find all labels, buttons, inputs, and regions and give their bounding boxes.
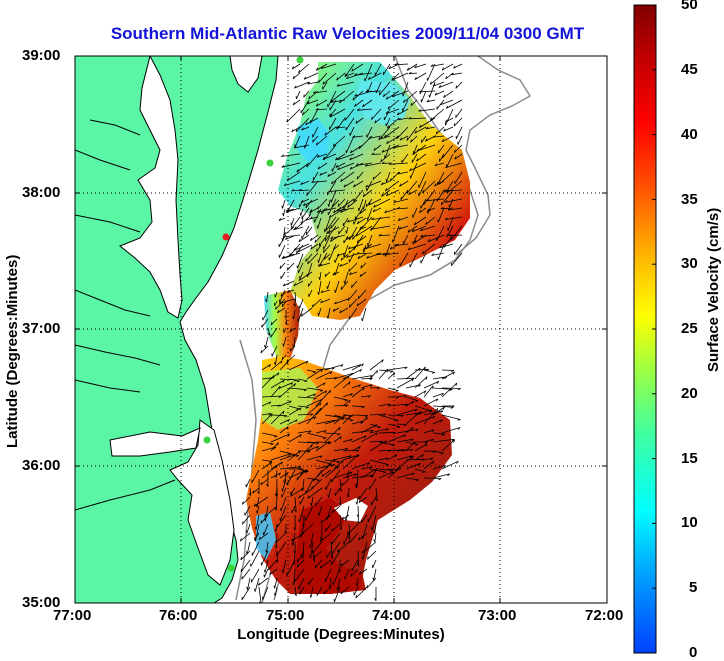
station-marker [223, 234, 230, 241]
velocity-arrow-head [291, 223, 292, 226]
station-marker [228, 565, 235, 572]
velocity-arrow-head [437, 106, 438, 109]
velocity-arrow-head [341, 287, 342, 290]
velocity-arrow-head [314, 478, 315, 481]
velocity-arrow-head [339, 231, 340, 234]
colorbar-tick-label: 15 [681, 451, 698, 467]
x-tick-label: 73:00 [478, 608, 516, 624]
x-tick-label: 77:00 [53, 608, 91, 624]
velocity-arrow-head [441, 202, 442, 205]
colorbar-tick-label: 10 [681, 515, 698, 531]
station-marker [297, 57, 304, 64]
velocity-arrow-head [448, 228, 449, 231]
y-tick-label: 39:00 [22, 48, 60, 64]
y-axis-label: Latitude (Degrees:Minutes) [4, 255, 21, 448]
velocity-arrow [388, 469, 398, 470]
colorbar-tick-label: 25 [681, 321, 698, 337]
velocity-arrow-head [331, 225, 332, 228]
y-tick-label: 36:00 [22, 458, 60, 474]
velocity-arrow-head [316, 503, 317, 506]
velocity-arrow [370, 388, 380, 389]
velocity-arrow [349, 488, 350, 497]
velocity-arrow-head [318, 313, 319, 316]
colorbar-tick-label: 30 [681, 256, 698, 272]
velocity-arrow-head [282, 357, 283, 360]
velocity-arrow-head [281, 508, 282, 511]
x-axis-label: Longitude (Degrees:Minutes) [75, 626, 607, 643]
velocity-arrow-head [358, 208, 359, 211]
velocity-arrow-head [361, 520, 362, 523]
velocity-arrow-head [357, 176, 358, 179]
velocity-arrow [388, 415, 404, 416]
velocity-arrow-head [246, 530, 247, 533]
velocity-arrow-head [318, 513, 319, 516]
velocity-arrow-head [298, 319, 299, 322]
y-tick-label: 37:00 [22, 321, 60, 337]
colorbar-tick-label: 20 [681, 386, 698, 402]
velocity-arrow [442, 370, 454, 371]
velocity-arrow-head [344, 254, 345, 257]
velocity-arrow [424, 478, 441, 479]
velocity-arrow-head [403, 93, 404, 96]
velocity-arrow-head [304, 95, 305, 98]
velocity-arrow-head [385, 254, 386, 257]
colorbar-tick-label: 50 [681, 0, 698, 13]
colorbar-tick-label: 40 [681, 127, 698, 143]
velocity-arrow-head [353, 237, 354, 240]
velocity-arrow-head [309, 214, 310, 217]
x-tick-label: 75:00 [266, 608, 304, 624]
colorbar-tick-label: 35 [681, 192, 698, 208]
velocity-arrow-head [300, 213, 301, 216]
x-tick-label: 74:00 [372, 608, 410, 624]
colorbar-tick-label: 5 [689, 580, 697, 596]
velocity-arrow-head [433, 386, 434, 389]
colorbar-tick-label: 45 [681, 62, 698, 78]
velocity-arrow [352, 415, 368, 416]
colorbar-label: Surface Velocity (cm/s) [705, 208, 722, 372]
velocity-arrow-head [242, 576, 243, 579]
x-tick-label: 72:00 [585, 608, 623, 624]
station-marker [204, 437, 211, 444]
y-tick-label: 38:00 [22, 185, 60, 201]
velocity-arrow-head [297, 250, 298, 253]
velocity-arrow-head [429, 95, 430, 98]
station-marker [267, 160, 274, 167]
velocity-arrow-head [306, 205, 307, 208]
x-tick-label: 76:00 [159, 608, 197, 624]
